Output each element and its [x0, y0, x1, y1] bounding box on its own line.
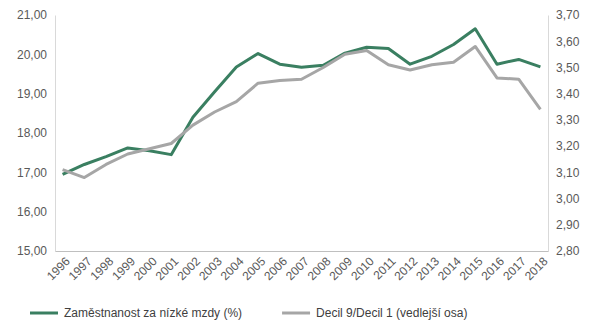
tick: 19,00	[17, 87, 55, 101]
legend-label: Zaměstnanost za nízké mzdy (%)	[64, 306, 242, 320]
tick: 2010	[348, 251, 377, 283]
tick-label: 2,90	[556, 218, 580, 232]
tick-label: 1998	[88, 254, 117, 283]
tick-label: 2018	[522, 254, 551, 283]
tick: 15,00	[17, 244, 55, 258]
y2-axis: 2,80 2,90 3,00 3,10 3,20 3,30 3,40 3,50 3,60 3,70	[548, 8, 580, 258]
tick: 16,00	[17, 205, 55, 219]
tick: 2013	[413, 251, 442, 283]
legend-label: Decil 9/Decil 1 (vedlejší osa)	[316, 306, 467, 320]
tick: 21,00	[17, 8, 55, 22]
y-axis: 15,00 16,00 17,00 18,00 19,00 20,00 21,00	[17, 8, 56, 258]
tick: 2,80	[548, 244, 580, 258]
tick: 2,90	[548, 218, 580, 232]
tick-label: 2000	[131, 254, 160, 283]
tick: 2000	[131, 251, 160, 283]
tick-label: 2004	[218, 254, 247, 283]
tick-label: 2016	[478, 254, 507, 283]
line	[63, 46, 541, 177]
tick: 2002	[174, 251, 203, 283]
tick: 2003	[196, 251, 225, 283]
tick: 2018	[522, 251, 551, 283]
tick: 2014	[435, 251, 464, 283]
plot: 15,0016,0017,0018,0019,0020,0021,002,802…	[17, 8, 580, 283]
tick-label: 21,00	[17, 8, 47, 22]
tick: 3,60	[548, 35, 580, 49]
tick-label: 2001	[153, 254, 182, 283]
tick: 3,10	[548, 166, 580, 180]
tick: 2015	[457, 251, 486, 283]
x-axis: 1996199719981999200020012002200320042005…	[44, 251, 551, 283]
tick-label: 2007	[283, 254, 312, 283]
tick-label: 2003	[196, 254, 225, 283]
tick-label: 3,70	[556, 8, 580, 22]
tick: 3,50	[548, 61, 580, 75]
tick: 2016	[478, 251, 507, 283]
tick-label: 15,00	[17, 244, 47, 258]
tick: 3,30	[548, 113, 580, 127]
tick: 1996	[44, 251, 73, 283]
tick-label: 2002	[174, 254, 203, 283]
axis-line	[548, 16, 549, 252]
tick: 2005	[240, 251, 269, 283]
tick: 3,70	[548, 8, 580, 22]
tick: 17,00	[17, 166, 55, 180]
tick: 1997	[66, 251, 95, 283]
tick-label: 3,00	[556, 192, 580, 206]
tick-label: 2014	[435, 254, 464, 283]
series-group	[63, 29, 541, 178]
legend: Zaměstnanost za nízké mzdy (%) Decil 9/De…	[30, 306, 467, 320]
tick-label: 2008	[305, 254, 334, 283]
tick: 2012	[392, 251, 421, 283]
legend-swatch	[30, 312, 58, 315]
tick-label: 1997	[66, 254, 95, 283]
tick-label: 2017	[500, 254, 529, 283]
legend-item: Decil 9/Decil 1 (vedlejší osa)	[282, 306, 467, 320]
tick-label: 18,00	[17, 126, 47, 140]
tick: 2008	[305, 251, 334, 283]
tick-label: 3,30	[556, 113, 580, 127]
tick-label: 2010	[348, 254, 377, 283]
tick: 1999	[109, 251, 138, 283]
chart: 15,0016,0017,0018,0019,0020,0021,002,802…	[0, 0, 600, 327]
tick-label: 2005	[240, 254, 269, 283]
tick: 20,00	[17, 48, 55, 62]
tick-label: 3,20	[556, 139, 580, 153]
tick-label: 3,50	[556, 61, 580, 75]
tick-label: 2012	[392, 254, 421, 283]
tick-label: 3,60	[556, 35, 580, 49]
tick: 2004	[218, 251, 247, 283]
axis-line	[55, 16, 56, 252]
tick: 18,00	[17, 126, 55, 140]
tick: 2017	[500, 251, 529, 283]
tick: 2011	[370, 251, 398, 282]
tick-label: 17,00	[17, 166, 47, 180]
tick-label: 2013	[413, 254, 442, 283]
tick-label: 19,00	[17, 87, 47, 101]
tick: 2006	[261, 251, 290, 283]
tick: 3,40	[548, 87, 580, 101]
tick-label: 16,00	[17, 205, 47, 219]
tick: 3,00	[548, 192, 580, 206]
tick: 1998	[88, 251, 117, 283]
tick-label: 2009	[326, 254, 355, 283]
tick-label: 2011	[370, 254, 398, 282]
legend-swatch	[282, 312, 310, 315]
axis-line	[56, 251, 549, 252]
tick: 2007	[283, 251, 312, 283]
tick-label: 2015	[457, 254, 486, 283]
tick: 2001	[153, 251, 182, 283]
tick-label: 2,80	[556, 244, 580, 258]
tick: 2009	[326, 251, 355, 283]
tick-label: 1996	[44, 254, 73, 283]
tick-label: 2006	[261, 254, 290, 283]
tick-label: 3,10	[556, 166, 580, 180]
tick-label: 20,00	[17, 48, 47, 62]
legend-item: Zaměstnanost za nízké mzdy (%)	[30, 306, 242, 320]
tick-label: 1999	[109, 254, 138, 283]
tick: 3,20	[548, 139, 580, 153]
tick-label: 3,40	[556, 87, 580, 101]
